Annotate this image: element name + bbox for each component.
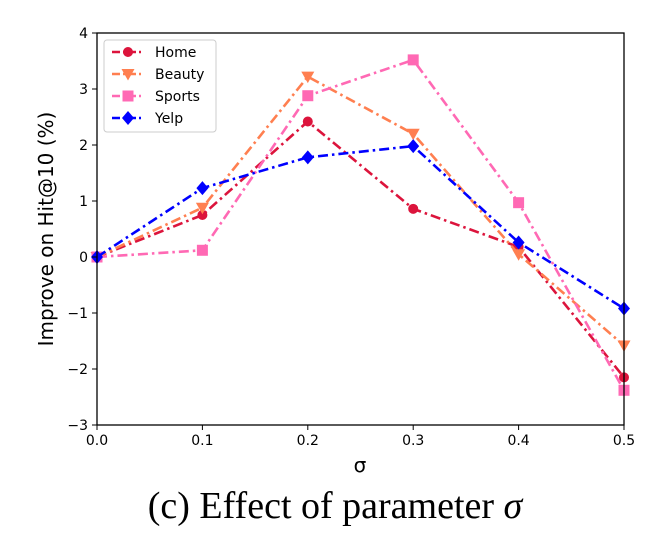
line-chart: 0.0 0.1 0.2 0.3 0.4 0.5 −3 −2 −1 0 1 2 3 4 σ Improve… [34,26,635,477]
x-tick-label: 0.0 [86,433,108,449]
legend-marker-beauty [121,69,135,81]
caption-symbol: σ [503,485,523,527]
data-point-yelp [301,150,314,165]
y-tick-label: 4 [79,26,88,42]
data-point-home [408,203,419,214]
data-point-sports [196,244,208,256]
y-tick-label: −2 [67,362,88,378]
data-point-yelp [512,235,525,250]
data-point-sports [513,197,525,209]
data-point-home [302,116,313,127]
caption-text: (c) Effect of parameter [147,485,504,527]
x-tick-label: 0.2 [297,433,319,449]
legend-marker-sports [122,90,134,102]
data-point-beauty [512,249,526,261]
series-line-yelp [96,144,625,310]
data-point-yelp [407,139,420,154]
x-tick-label: 0.5 [613,433,635,449]
y-tick-label: 3 [79,82,88,98]
x-tick-label: 0.4 [507,433,529,449]
y-axis-ticks: −3 −2 −1 0 1 2 3 4 [67,26,97,434]
y-axis-label: Improve on Hit@10 (%) [34,112,58,347]
series-line-sports [96,58,626,391]
legend-label-sports: Sports [155,89,200,105]
data-point-sports [302,90,314,102]
x-axis-label: σ [354,453,367,477]
data-point-beauty [195,202,209,215]
axes-frame [96,32,625,426]
x-tick-label: 0.3 [402,433,424,449]
series-line-beauty [96,75,625,347]
series-line-home [96,120,626,379]
legend-label-home: Home [155,45,196,61]
x-tick-label: 0.1 [191,433,213,449]
y-tick-label: −1 [67,306,88,322]
legend-marker-yelp [122,111,134,125]
legend-marker-home [123,47,133,57]
y-tick-label: 2 [79,138,88,154]
data-point-beauty [406,128,420,141]
y-tick-label: 0 [79,250,88,266]
legend-label-beauty: Beauty [155,67,204,83]
data-point-home [197,210,208,220]
data-point-yelp [196,181,209,196]
legend: Home Beauty Sports Yelp [103,39,217,133]
x-axis-ticks: 0.0 0.1 0.2 0.3 0.4 0.5 [86,425,635,449]
data-point-beauty [301,71,315,84]
legend-box [103,39,217,133]
y-tick-label: −3 [67,418,88,434]
y-tick-label: 1 [79,194,88,210]
figure-caption: (c) Effect of parameter σ [0,484,670,528]
data-point-sports [407,54,419,66]
legend-label-yelp: Yelp [154,111,183,127]
